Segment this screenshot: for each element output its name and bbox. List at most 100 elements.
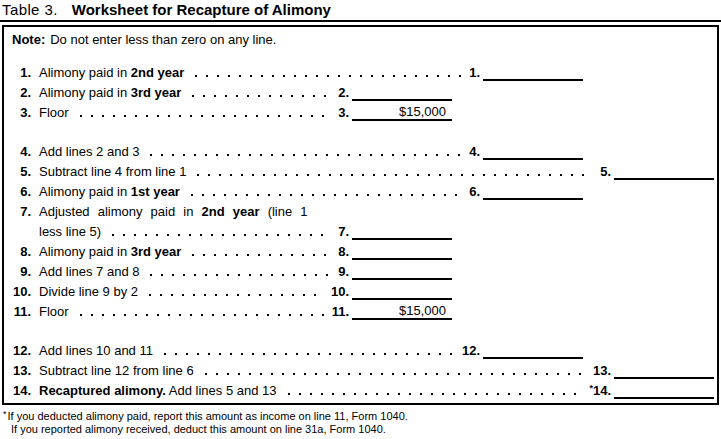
dot-leader: [164, 353, 454, 355]
worksheet-row-3: 3.Floor3.$15,000: [7, 101, 452, 121]
entry-line-6[interactable]: [483, 183, 583, 200]
line-description: Add lines 7 and 8: [39, 264, 139, 280]
worksheet-row-4: 4. Add lines 2 and 3 4.: [7, 140, 583, 160]
title-divider: [0, 20, 721, 22]
footnote-1-text: If you deducted alimony paid, report thi…: [8, 410, 408, 422]
entry-8: 8.: [338, 243, 452, 260]
worksheet-box: Note:Do not enter less than zero on any …: [2, 25, 719, 405]
worksheet-row-7: 7. Adjusted alimony paid in 2nd year (lin…: [7, 200, 452, 220]
table-title-text: Worksheet for Recapture of Alimony: [72, 1, 331, 18]
line-description: Add lines 2 and 3: [39, 144, 139, 160]
entry-6: 6.: [469, 183, 583, 200]
entry-line-9[interactable]: [352, 263, 452, 280]
entry-number-7: 7.: [338, 224, 349, 240]
entry-line-5[interactable]: [614, 163, 714, 180]
dot-leader: [150, 274, 330, 276]
worksheet-row-6: 6. Alimony paid in 1st year 6.: [7, 180, 583, 200]
line-description: Adjusted alimony paid in 2nd year (line …: [39, 204, 308, 220]
worksheet-row-7-cont: less line 5) 7.: [7, 220, 452, 240]
entry-number-12: 12.: [462, 343, 480, 359]
entry-14: *14.: [589, 380, 714, 399]
worksheet-rows: 1. Alimony paid in 2nd year 1. 2. Alimony pa…: [7, 61, 717, 399]
dot-leader: [192, 254, 330, 256]
entry-9: 9.: [338, 263, 452, 280]
line-number: 9.: [7, 264, 31, 280]
worksheet-row-13: 13. Subtract line 12 from line 6 13.: [7, 359, 714, 379]
dot-leader: [288, 393, 582, 395]
footnote-2-text: If you reported alimony received, deduct…: [11, 423, 386, 435]
line-description: less line 5): [39, 224, 101, 240]
entry-line-1[interactable]: [483, 64, 583, 81]
asterisk-marker: *: [3, 409, 7, 419]
line-description: Alimony paid in 3rd year: [39, 85, 181, 101]
line-number: 7.: [7, 204, 31, 220]
entry-3: 3.$15,000: [338, 104, 452, 121]
dot-leader: [205, 373, 585, 375]
entry-13: 13.: [593, 362, 714, 379]
entry-10: 10.: [331, 283, 452, 300]
asterisk-marker: *: [589, 383, 593, 393]
worksheet-row-2: 2.Alimony paid in 3rd year2.: [7, 81, 452, 101]
worksheet-row-10: 10.Divide line 9 by 210.: [7, 280, 452, 300]
entry-number-5: 5.: [600, 164, 611, 180]
dot-leader: [112, 234, 330, 236]
line-number: 12.: [7, 343, 31, 359]
line-description: Subtract line 4 from line 1: [39, 164, 186, 180]
entry-number-14: *14.: [589, 380, 611, 399]
entry-7: 7.: [338, 223, 452, 240]
line-description: Alimony paid in 1st year: [39, 184, 180, 200]
line-description: Floor: [39, 304, 69, 320]
entry-number-6: 6.: [469, 184, 480, 200]
entry-line-14[interactable]: [614, 382, 714, 399]
entry-line-11[interactable]: $15,000: [352, 303, 452, 320]
line-number: 13.: [7, 363, 31, 379]
line-number: 8.: [7, 244, 31, 260]
line-description: Alimony paid in 2nd year: [39, 65, 184, 81]
entry-line-8[interactable]: [352, 243, 452, 260]
table-title: Table 3. Worksheet for Recapture of Alimo…: [0, 0, 721, 20]
line-description: Add lines 10 and 11: [39, 343, 153, 359]
line-description: Alimony paid in 3rd year: [39, 244, 181, 260]
dot-leader: [150, 154, 461, 156]
entry-line-13[interactable]: [614, 362, 714, 379]
worksheet-row-14: 14.Recaptured alimony. Add lines 5 and 1…: [7, 379, 714, 399]
line-number: 1.: [7, 65, 31, 81]
worksheet-row-9: 9. Add lines 7 and 8 9.: [7, 260, 452, 280]
table-number: Table 3.: [2, 1, 58, 18]
entry-line-3[interactable]: $15,000: [352, 104, 452, 121]
line-number: 5.: [7, 164, 31, 180]
entry-number-11: 11.: [332, 304, 349, 320]
entry-line-10[interactable]: [352, 283, 452, 300]
line-number: 6.: [7, 184, 31, 200]
worksheet-row-1: 1. Alimony paid in 2nd year 1.: [7, 61, 583, 81]
dot-leader: [195, 75, 461, 77]
entry-number-3: 3.: [338, 105, 349, 121]
worksheet-row-5: 5. Subtract line 4 from line 1 5.: [7, 160, 714, 180]
dot-leader: [192, 95, 330, 97]
entry-number-13: 13.: [593, 363, 611, 379]
entry-line-4[interactable]: [483, 143, 583, 160]
entry-line-12[interactable]: [483, 342, 583, 359]
footnotes: *If you deducted alimony paid, report th…: [3, 408, 721, 436]
footnote-1: *If you deducted alimony paid, report th…: [3, 408, 721, 423]
entry-number-4: 4.: [469, 144, 480, 160]
entry-line-2[interactable]: [352, 84, 452, 101]
line-number: 11.: [7, 304, 31, 320]
line-description: Floor: [39, 105, 69, 121]
worksheet-row-8: 8. Alimony paid in 3rd year 8.: [7, 240, 452, 260]
entry-1: 1.: [469, 64, 583, 81]
dot-leader: [80, 115, 331, 117]
entry-11: 11.$15,000: [332, 303, 452, 320]
line-number: 3.: [7, 105, 31, 121]
entry-number-8: 8.: [338, 244, 349, 260]
line-number: 4.: [7, 144, 31, 160]
entry-12: 12.: [462, 342, 583, 359]
line-description: Subtract line 12 from line 6: [39, 363, 194, 379]
dot-leader: [80, 314, 324, 316]
dot-leader: [149, 294, 323, 296]
entry-2: 2.: [338, 84, 452, 101]
entry-line-7[interactable]: [352, 223, 452, 240]
entry-number-2: 2.: [338, 85, 349, 101]
dot-leader: [197, 174, 592, 176]
line-description: Recaptured alimony. Add lines 5 and 13: [39, 383, 277, 399]
